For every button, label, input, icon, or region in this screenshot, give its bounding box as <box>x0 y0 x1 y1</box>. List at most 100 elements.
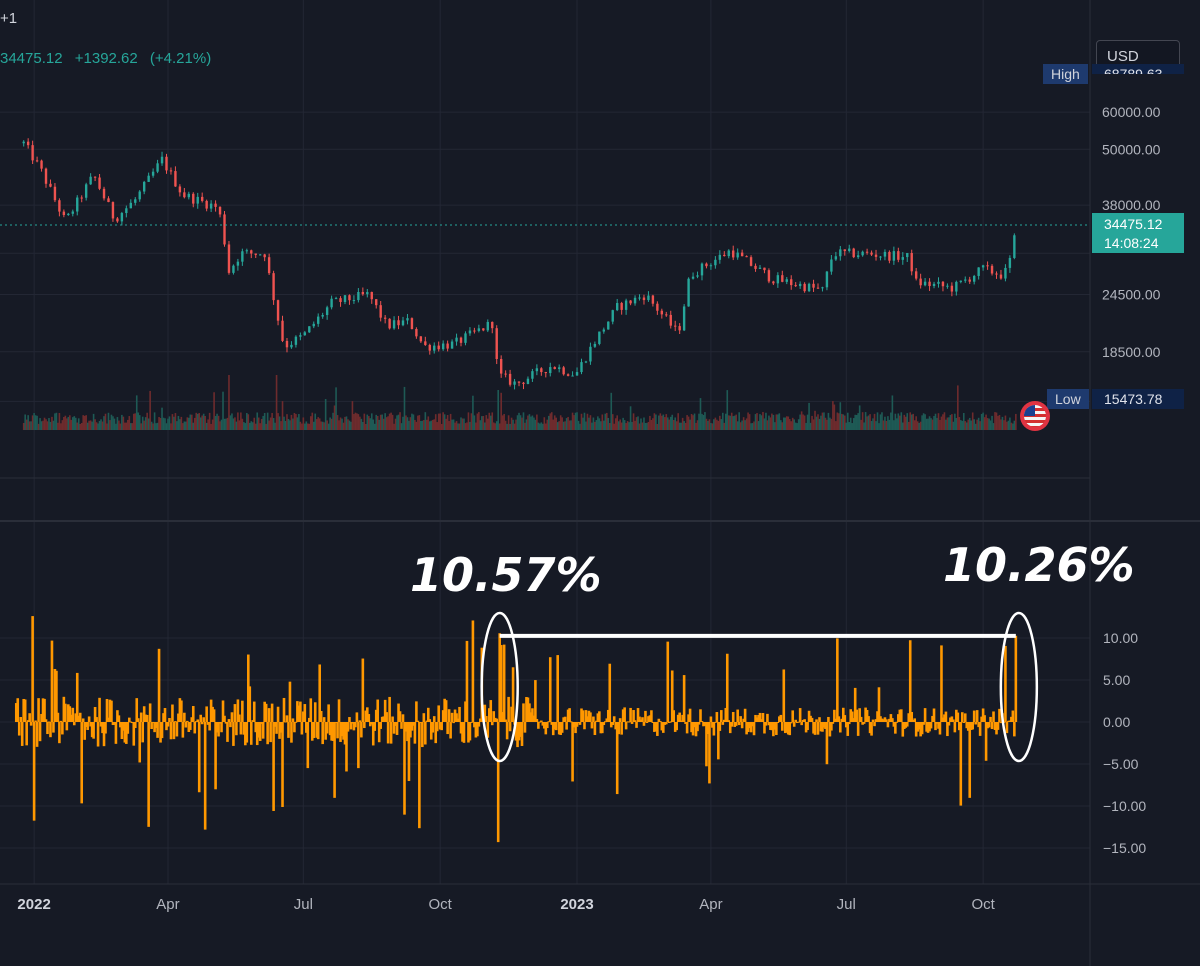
histogram-bar <box>841 707 845 722</box>
volume-bar <box>765 412 767 430</box>
histogram-bar <box>285 715 289 722</box>
volume-bar <box>234 417 236 430</box>
histogram-bar <box>368 722 372 727</box>
histogram-bar <box>272 722 275 811</box>
volume-bar <box>900 412 903 430</box>
histogram-bar <box>123 722 127 743</box>
candle <box>897 247 900 263</box>
volume-bar <box>98 420 101 430</box>
histogram-bar <box>730 722 734 727</box>
volume-bar <box>170 423 172 430</box>
volume-bar <box>646 422 648 430</box>
histogram-bar <box>214 722 217 790</box>
histogram-bar <box>514 722 518 741</box>
histogram-bar <box>987 722 991 728</box>
histogram-bar <box>853 687 857 722</box>
volume-bar <box>693 413 696 430</box>
volume-bar <box>250 421 253 430</box>
volume-bar <box>940 416 943 430</box>
candle <box>58 198 61 217</box>
histogram-bar <box>366 707 369 722</box>
volume-bar <box>89 420 92 430</box>
volume-bar <box>332 412 334 430</box>
volume-bar <box>1003 420 1005 430</box>
volume-bar <box>626 421 629 430</box>
volume-bar <box>406 417 409 430</box>
histogram-bar <box>758 712 762 722</box>
histogram-bar <box>376 699 380 722</box>
histogram-bar <box>681 714 684 722</box>
histogram-bar <box>22 698 25 722</box>
histogram-bar <box>61 722 64 735</box>
volume-bar <box>824 417 827 430</box>
volume-bar <box>774 422 776 430</box>
volume-bar <box>393 423 395 430</box>
volume-bar <box>852 418 855 430</box>
volume-bar <box>974 423 977 430</box>
histogram-bar <box>547 721 551 723</box>
histogram-bar <box>78 712 82 722</box>
histogram-bar <box>211 706 214 722</box>
candle <box>981 264 985 271</box>
histogram-bar <box>870 722 873 736</box>
candle <box>419 336 423 344</box>
histogram-bar <box>98 697 101 722</box>
histogram-bar <box>548 657 552 722</box>
volume-bar <box>760 415 763 430</box>
candle <box>848 244 851 253</box>
percent-tick-label: 10.00 <box>1103 630 1138 646</box>
candle <box>111 201 115 222</box>
volume-bar <box>95 422 98 430</box>
histogram-bar <box>410 722 414 731</box>
volume-bar <box>955 417 958 430</box>
histogram-bar <box>157 648 161 722</box>
volume-bar <box>603 420 605 430</box>
histogram-bar <box>388 696 391 722</box>
histogram-bar <box>949 717 952 722</box>
volume-bar <box>144 417 147 430</box>
volume-bar <box>446 415 449 430</box>
volume-bar <box>217 415 220 430</box>
histogram-bar <box>516 722 519 748</box>
histogram-bar <box>288 681 292 722</box>
volume-bar <box>675 421 678 430</box>
histogram-bar <box>540 720 543 722</box>
candle <box>678 323 681 335</box>
histogram-bar <box>102 722 106 747</box>
volume-bar <box>36 415 38 430</box>
us-flag-icon[interactable] <box>1020 401 1050 431</box>
volume-bar <box>367 416 370 430</box>
volume-bar <box>684 422 687 430</box>
histogram-bar <box>96 722 100 747</box>
volume-bar <box>931 419 934 430</box>
histogram-bar <box>789 722 793 724</box>
candle <box>972 274 976 285</box>
volume-bar <box>201 415 203 430</box>
volume-bar <box>298 414 300 430</box>
histogram-bar <box>282 697 286 722</box>
candle <box>803 282 806 293</box>
candle <box>955 280 958 296</box>
histogram-bar <box>786 722 790 735</box>
volume-bar <box>861 412 864 430</box>
histogram-bar <box>839 722 842 733</box>
candle <box>276 299 280 326</box>
candle <box>428 343 431 355</box>
histogram-bar <box>331 722 335 741</box>
volume-bar <box>286 414 288 430</box>
volume-bar <box>885 420 888 430</box>
volume-bar <box>495 421 498 430</box>
candle <box>410 317 414 330</box>
volume-bar <box>228 375 230 430</box>
volume-bar <box>251 422 254 430</box>
histogram-bar <box>55 670 58 722</box>
annotation-ellipse-left <box>480 611 519 763</box>
volume-bar <box>989 420 992 430</box>
volume-bar <box>414 419 416 430</box>
volume-bar <box>61 420 64 430</box>
volume-bar <box>547 415 550 430</box>
histogram-bar <box>450 712 454 722</box>
volume-bar <box>518 412 520 430</box>
candle <box>200 192 204 203</box>
